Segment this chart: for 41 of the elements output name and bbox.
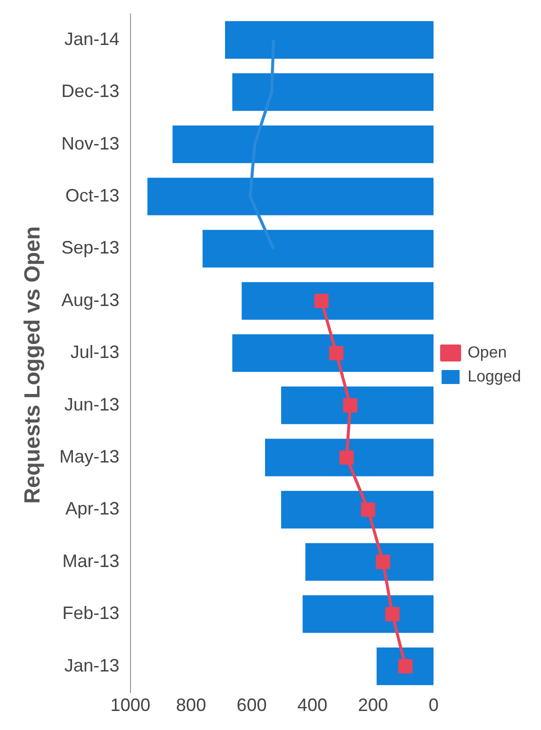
x-tick-label: 800 xyxy=(176,695,206,716)
point xyxy=(385,606,400,622)
bar xyxy=(232,73,434,111)
y-tick-label: Apr-13 xyxy=(65,498,120,519)
x-tick-label: 200 xyxy=(358,695,388,716)
point xyxy=(360,502,376,517)
y-tick-label: Nov-13 xyxy=(61,133,120,154)
x-tick-label: 1000 xyxy=(110,695,150,716)
point xyxy=(314,294,329,308)
y-tick-label: Sep-13 xyxy=(61,238,120,258)
legend-label: Logged xyxy=(468,368,521,386)
y-tick-label: Jan-13 xyxy=(64,655,120,676)
bar xyxy=(242,282,434,320)
bar xyxy=(281,490,434,528)
y-tick-label: Jul-13 xyxy=(70,342,120,362)
bar xyxy=(305,543,434,581)
text: Requests Logged vs Open xyxy=(19,226,44,504)
point xyxy=(376,554,390,570)
y-tick-label: Oct-13 xyxy=(65,185,120,206)
point xyxy=(343,398,358,412)
y-tick-label: Jan-14 xyxy=(64,28,120,49)
bar xyxy=(265,438,434,476)
x-tick-label: 400 xyxy=(297,695,328,716)
y-tick-label: Jun-13 xyxy=(64,394,120,414)
x-tick-label: 0 xyxy=(428,695,439,716)
y-tick-label: Feb-13 xyxy=(62,603,120,624)
legend-label: Open xyxy=(468,344,507,362)
y-tick-label: Mar-13 xyxy=(62,550,120,571)
bar xyxy=(202,230,434,268)
bar xyxy=(281,386,434,424)
bar xyxy=(232,334,434,372)
bar xyxy=(172,126,434,164)
y-tick-label: May-13 xyxy=(59,446,120,466)
point xyxy=(339,450,354,465)
y-tick-label: Aug-13 xyxy=(61,290,120,310)
x-tick-label: 600 xyxy=(236,695,267,716)
bar xyxy=(225,21,434,59)
bar xyxy=(302,595,434,633)
bar xyxy=(147,178,434,216)
point xyxy=(329,346,344,360)
y-tick-label: Dec-13 xyxy=(61,81,120,102)
